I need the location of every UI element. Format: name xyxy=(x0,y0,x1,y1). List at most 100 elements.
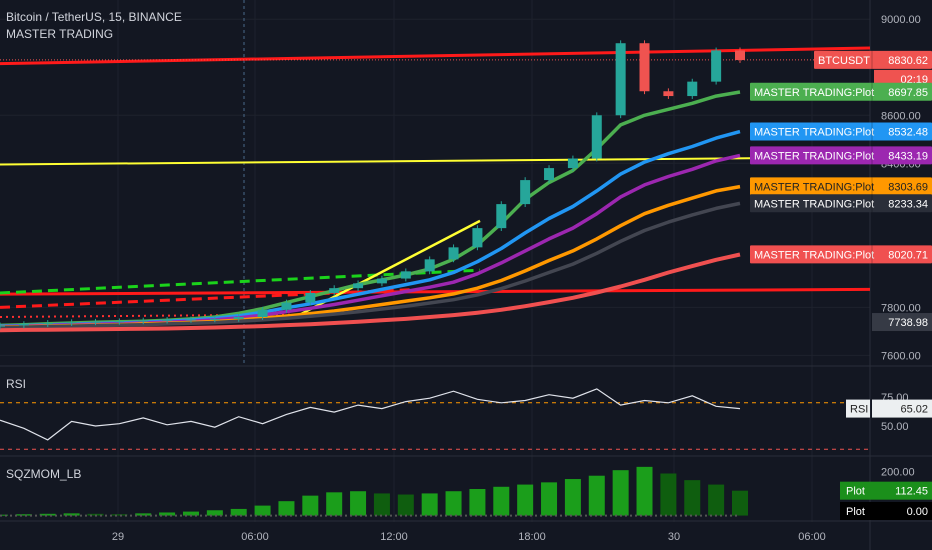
momentum-bar xyxy=(254,505,271,516)
red-dotted-trendline xyxy=(0,313,301,318)
indicator-title: MASTER TRADING xyxy=(6,27,114,41)
momentum-bar xyxy=(111,514,128,516)
candle-body xyxy=(544,168,555,181)
momentum-bar xyxy=(445,491,462,516)
symbol-title: Bitcoin / TetherUS, 15, BINANCE xyxy=(6,10,182,24)
green-dashed-trendline xyxy=(0,268,481,295)
momentum-bar xyxy=(373,493,390,516)
price-tick-label: 7800.00 xyxy=(881,302,921,314)
rsi-pane[interactable] xyxy=(0,388,870,450)
sqz-label-name: Plot xyxy=(846,486,865,498)
momentum-bar xyxy=(541,482,558,516)
time-tick-label: 18:00 xyxy=(518,531,546,543)
candle-body xyxy=(615,43,626,116)
candle-body xyxy=(496,204,507,229)
momentum-bar xyxy=(206,510,223,516)
momentum-bar xyxy=(278,501,295,516)
rsi-name-background xyxy=(846,399,870,418)
momentum-bar xyxy=(684,480,701,516)
sqz-tick-label: 200.00 xyxy=(881,466,915,478)
momentum-bar xyxy=(302,495,319,516)
sqz-label-value: 112.45 xyxy=(895,486,928,498)
time-tick-label: 12:00 xyxy=(380,531,408,543)
ma-value-label: MASTER TRADING:Plot 8020.71 xyxy=(750,245,932,264)
time-tick-label: 06:00 xyxy=(241,531,269,543)
candle-body xyxy=(448,247,459,260)
label-name: MASTER TRADING:Plot xyxy=(754,87,874,99)
sqz-title: SQZMOM_LB xyxy=(6,467,82,481)
ma-value-label: MASTER TRADING:Plot 8532.48 xyxy=(750,122,932,141)
momentum-bar xyxy=(708,484,725,516)
candle-body xyxy=(567,158,578,169)
candle-body xyxy=(663,91,674,97)
candle-body xyxy=(233,316,244,319)
momentum-bar xyxy=(517,484,534,516)
ma-value-label: MASTER TRADING:Plot 8697.85 xyxy=(750,82,932,101)
ref-price-label: 7738.98 xyxy=(888,317,928,329)
rsi-line xyxy=(0,388,741,441)
candle-body xyxy=(353,283,364,289)
price-tick-label: 7600.00 xyxy=(881,350,921,362)
momentum-bar xyxy=(230,508,247,516)
momentum-bar xyxy=(421,493,438,516)
candle-body xyxy=(138,320,149,322)
momentum-bar xyxy=(182,511,199,516)
candle-body xyxy=(66,322,77,324)
candle-body xyxy=(42,322,53,325)
momentum-bar xyxy=(15,514,32,516)
momentum-bar xyxy=(636,466,653,516)
candle-body xyxy=(18,324,29,326)
candle-body xyxy=(400,271,411,279)
momentum-bar xyxy=(612,470,629,516)
momentum-bar xyxy=(469,489,486,516)
candle-body xyxy=(257,309,268,317)
label-value: 8697.85 xyxy=(888,87,928,99)
momentum-bar xyxy=(397,494,414,516)
ma-value-label: MASTER TRADING:Plot 8233.34 xyxy=(750,194,932,213)
candle-body xyxy=(735,50,745,61)
label-background xyxy=(750,245,932,264)
label-background xyxy=(750,177,932,196)
price-tick-label: 9000.00 xyxy=(881,14,921,26)
label-background xyxy=(814,50,932,69)
red-dashed-trendline xyxy=(0,287,421,309)
momentum-bar xyxy=(732,490,748,516)
momentum-bar xyxy=(159,512,176,516)
ma-series-line xyxy=(0,184,741,329)
candle-body xyxy=(0,325,5,327)
countdown-background xyxy=(874,69,932,87)
time-tick-label: 30 xyxy=(668,531,680,543)
sqz-label-name: Plot xyxy=(846,506,865,518)
momentum-bar xyxy=(588,475,605,516)
candle-body xyxy=(520,180,531,205)
candle-body xyxy=(114,321,125,323)
momentum-bar xyxy=(326,492,343,516)
squeeze-momentum-pane[interactable] xyxy=(0,466,748,517)
btcusdt-price-label: BTCUSDT 8830.62 xyxy=(814,50,932,69)
candle-body xyxy=(711,50,722,82)
label-name: MASTER TRADING:Plot xyxy=(754,181,874,193)
time-tick-label: 06:00 xyxy=(798,531,826,543)
sqz-label-background xyxy=(840,502,932,520)
candle-body xyxy=(209,318,220,320)
candle-body xyxy=(424,259,435,272)
momentum-bar xyxy=(493,486,510,516)
candle-body xyxy=(472,228,483,248)
label-name: BTCUSDT xyxy=(818,55,870,67)
candle-body xyxy=(305,292,316,303)
ma-series-line xyxy=(0,201,741,330)
time-tick-label: 29 xyxy=(112,531,124,543)
label-value: 8303.69 xyxy=(888,181,928,193)
rsi-value-label: 65.02 xyxy=(900,404,928,416)
support-trendline xyxy=(0,287,871,296)
momentum-bar xyxy=(660,473,677,516)
label-value: 8830.62 xyxy=(888,55,928,67)
price-pane[interactable] xyxy=(0,40,871,333)
candle-body xyxy=(281,302,292,310)
rsi-title: RSI xyxy=(6,377,27,391)
time-axis[interactable]: 29 06:00 12:00 18:00 30 06:00 xyxy=(112,531,826,543)
candle-body xyxy=(90,321,101,323)
